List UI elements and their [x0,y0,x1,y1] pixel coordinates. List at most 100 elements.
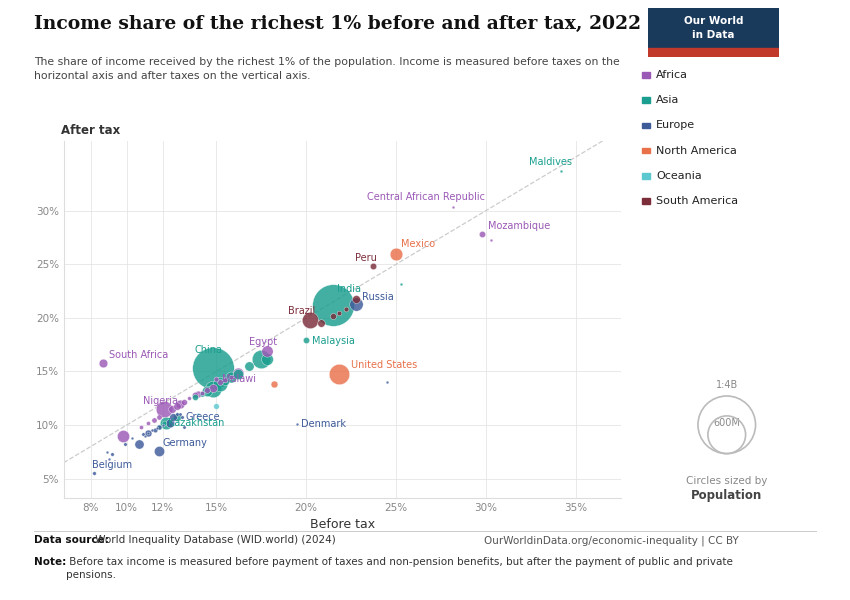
FancyBboxPatch shape [648,8,779,48]
Point [188,392,201,402]
Text: South Africa: South Africa [109,350,168,360]
Text: Peru: Peru [354,253,377,263]
Text: Egypt: Egypt [249,337,277,347]
Point [175,412,189,421]
Point [188,390,201,400]
Point [191,389,205,399]
Point [145,425,159,435]
Point [291,419,304,429]
Text: Belgium: Belgium [93,460,133,470]
Point [163,418,177,428]
Text: The share of income received by the richest 1% of the population. Income is meas: The share of income received by the rich… [34,57,620,81]
Point [201,386,214,395]
Text: Our World: Our World [683,16,743,26]
Text: Population: Population [691,489,762,502]
Point [446,203,460,212]
Point [349,294,363,304]
Text: South America: South America [656,196,739,206]
Point [299,335,313,345]
Point [339,305,353,314]
Point [173,399,187,409]
Point [224,372,237,382]
Point [389,249,403,259]
Point [141,418,155,428]
Text: Nigeria: Nigeria [143,396,178,406]
Point [242,361,256,371]
Point [157,418,171,428]
FancyBboxPatch shape [648,48,779,57]
Point [134,422,148,432]
Point [96,358,110,368]
Point [141,428,155,437]
Point [125,433,139,443]
Point [167,412,180,421]
Point [152,446,166,455]
Text: Income share of the richest 1% before and after tax, 2022: Income share of the richest 1% before an… [34,15,641,33]
Point [484,235,498,244]
Point [326,311,340,320]
Point [178,397,191,406]
Text: Malaysia: Malaysia [312,336,354,346]
Point [218,376,232,386]
Point [206,383,219,392]
Point [267,380,280,389]
Point [196,388,209,398]
Point [201,385,214,395]
Point [303,315,316,325]
Text: Denmark: Denmark [301,419,346,430]
Point [118,440,132,449]
Text: Circles sized by: Circles sized by [686,476,768,485]
Point [116,431,130,440]
Point [138,431,151,440]
Point [170,401,184,410]
Point [231,369,245,379]
Point [105,449,119,459]
Point [173,410,187,419]
Point [206,364,219,373]
Text: India: India [337,284,360,295]
Point [157,404,171,414]
Text: OurWorldinData.org/economic-inequality | CC BY: OurWorldinData.org/economic-inequality |… [484,535,740,546]
Text: Maldives: Maldives [529,157,572,167]
Point [326,300,340,310]
Text: Germany: Germany [162,437,207,448]
Text: Europe: Europe [656,121,695,130]
Point [349,299,363,309]
Text: Greece: Greece [186,412,220,422]
Point [165,404,178,414]
Point [196,389,209,399]
Point [332,308,345,317]
Text: After tax: After tax [61,124,120,137]
Text: Before tax income is measured before payment of taxes and non-pension benefits, : Before tax income is measured before pay… [66,557,734,580]
Point [213,380,227,389]
Text: Data source:: Data source: [34,535,109,545]
Point [210,374,224,384]
Point [136,429,150,439]
Text: 600M: 600M [713,418,740,428]
Point [150,424,164,433]
Point [206,384,219,394]
Point [102,455,116,464]
Point [183,394,196,403]
Point [159,418,173,428]
Point [231,368,245,377]
Text: Malawi: Malawi [222,374,256,385]
Text: United States: United States [351,361,417,370]
X-axis label: Before tax: Before tax [309,518,375,532]
Text: 1:4B: 1:4B [716,380,738,390]
Text: Kazakhstan: Kazakhstan [168,418,224,428]
Point [141,428,155,437]
Point [260,346,274,356]
Point [224,372,237,382]
Point [147,415,161,425]
Text: Russia: Russia [362,292,394,302]
Point [210,401,224,410]
Text: Africa: Africa [656,70,689,80]
Point [133,440,146,449]
Text: Oceania: Oceania [656,171,702,181]
Text: Asia: Asia [656,95,680,105]
Text: in Data: in Data [692,31,734,40]
Point [191,410,205,419]
Point [152,422,166,432]
Point [156,420,169,430]
